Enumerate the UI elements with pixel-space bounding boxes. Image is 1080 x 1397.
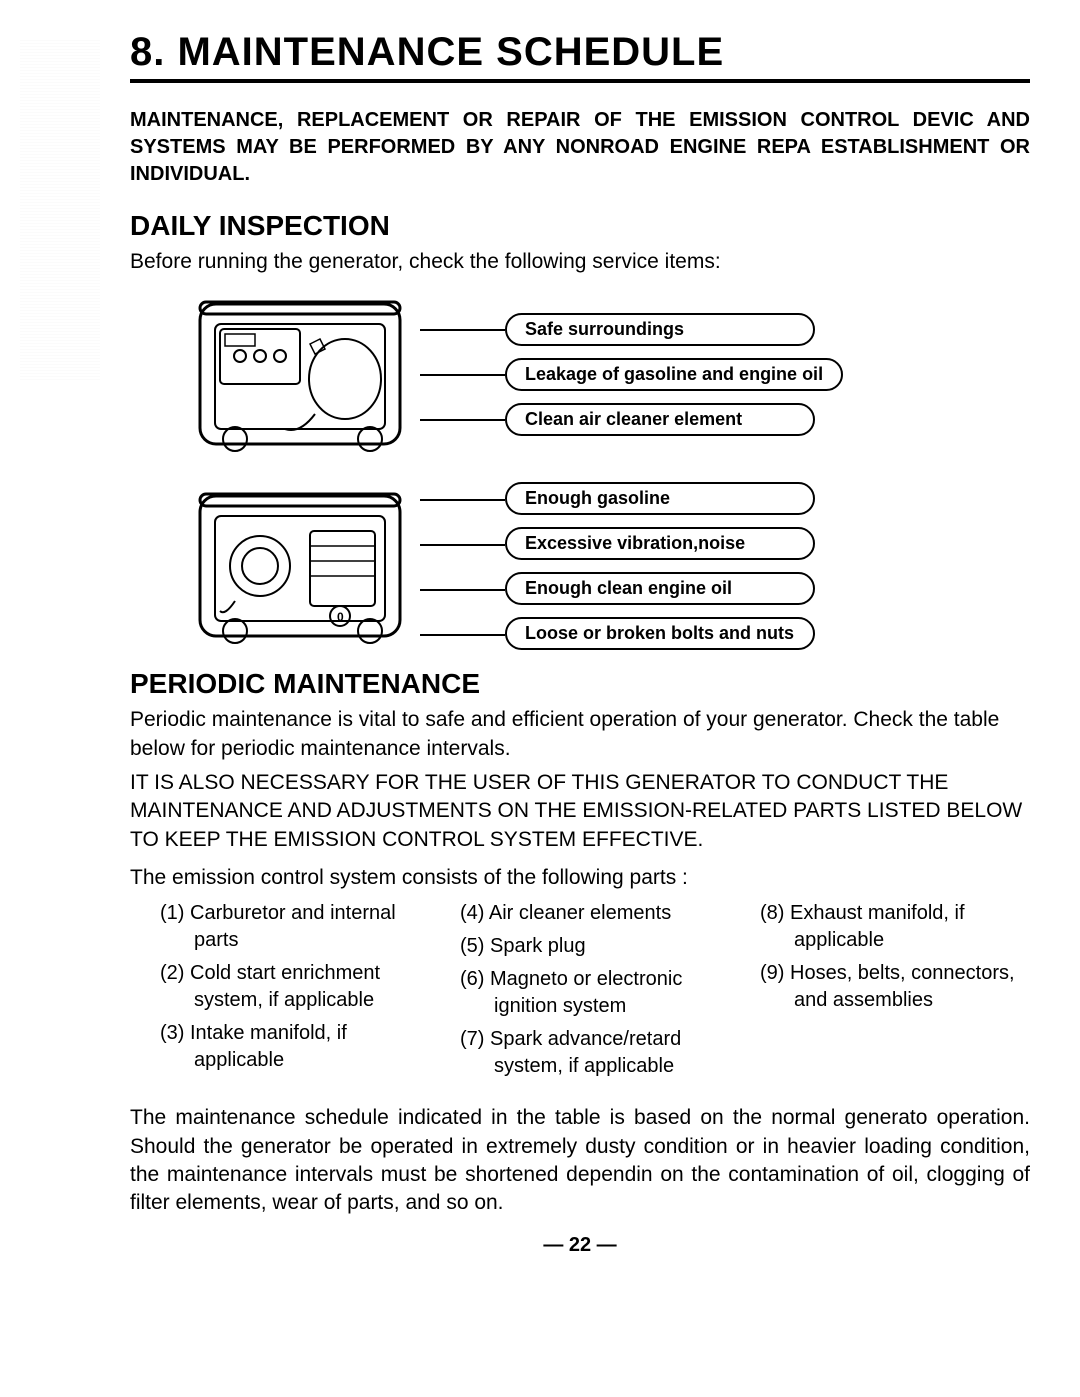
callout-row: Excessive vibration,noise (505, 527, 815, 560)
callout-pill: Enough gasoline (505, 482, 815, 515)
generator-illustration-bottom: 0 (190, 476, 415, 656)
periodic-p1: Periodic maintenance is vital to safe an… (130, 706, 1030, 763)
list-item: (7) Spark advance/retard system, if appl… (460, 1026, 730, 1080)
callout-pill: Clean air cleaner element (505, 403, 815, 436)
leader-line (420, 589, 505, 591)
emission-notice: MAINTENANCE, REPLACEMENT OR REPAIR OF TH… (130, 107, 1030, 188)
page-number: — 22 — (130, 1234, 1030, 1257)
list-item: (5) Spark plug (460, 933, 730, 960)
daily-inspection-heading: DAILY INSPECTION (130, 210, 1030, 242)
diagram-bottom: 0 Enough gasoline Excessive vibration,no… (190, 476, 1030, 656)
list-item: (6) Magneto or electronic ignition syste… (460, 966, 730, 1020)
leader-line (420, 544, 505, 546)
callout-row: Enough gasoline (505, 482, 815, 515)
callout-pill: Excessive vibration,noise (505, 527, 815, 560)
callout-pill: Safe surroundings (505, 313, 815, 346)
list-item: (1) Carburetor and internal parts (160, 900, 430, 954)
callout-row: Loose or broken bolts and nuts (505, 617, 815, 650)
leader-line (420, 634, 505, 636)
periodic-p3: The emission control system consists of … (130, 864, 1030, 892)
callouts-bottom: Enough gasoline Excessive vibration,nois… (505, 482, 815, 650)
callout-pill: Loose or broken bolts and nuts (505, 617, 815, 650)
parts-col-1: (1) Carburetor and internal parts (2) Co… (160, 900, 430, 1086)
section-title: 8. MAINTENANCE SCHEDULE (130, 30, 1030, 83)
generator-illustration-top (190, 284, 415, 464)
leader-line (420, 499, 505, 501)
periodic-p4: The maintenance schedule indicated in th… (130, 1104, 1030, 1217)
callout-row: Clean air cleaner element (505, 403, 843, 436)
leader-line (420, 374, 505, 376)
periodic-maintenance-heading: PERIODIC MAINTENANCE (130, 668, 1030, 700)
callout-row: Leakage of gasoline and engine oil (505, 358, 843, 391)
leader-line (420, 419, 505, 421)
callout-row: Enough clean engine oil (505, 572, 815, 605)
callout-pill: Enough clean engine oil (505, 572, 815, 605)
diagram-top: Safe surroundings Leakage of gasoline an… (190, 284, 1030, 464)
scan-artifact (20, 40, 100, 380)
list-item: (4) Air cleaner elements (460, 900, 730, 927)
list-item: (8) Exhaust manifold, if applicable (760, 900, 1030, 954)
list-item: (3) Intake manifold, if applicable (160, 1020, 430, 1074)
svg-text:0: 0 (337, 610, 344, 624)
callouts-top: Safe surroundings Leakage of gasoline an… (505, 313, 843, 436)
list-item: (2) Cold start enrichment system, if app… (160, 960, 430, 1014)
leader-line (420, 329, 505, 331)
callout-pill: Leakage of gasoline and engine oil (505, 358, 843, 391)
callout-row: Safe surroundings (505, 313, 843, 346)
daily-inspection-intro: Before running the generator, check the … (130, 248, 1030, 276)
emission-parts-list: (1) Carburetor and internal parts (2) Co… (160, 900, 1030, 1086)
parts-col-2: (4) Air cleaner elements (5) Spark plug … (460, 900, 730, 1086)
periodic-p2: IT IS ALSO NECESSARY FOR THE USER OF THI… (130, 769, 1030, 854)
parts-col-3: (8) Exhaust manifold, if applicable (9) … (760, 900, 1030, 1086)
list-item: (9) Hoses, belts, connectors, and assemb… (760, 960, 1030, 1014)
